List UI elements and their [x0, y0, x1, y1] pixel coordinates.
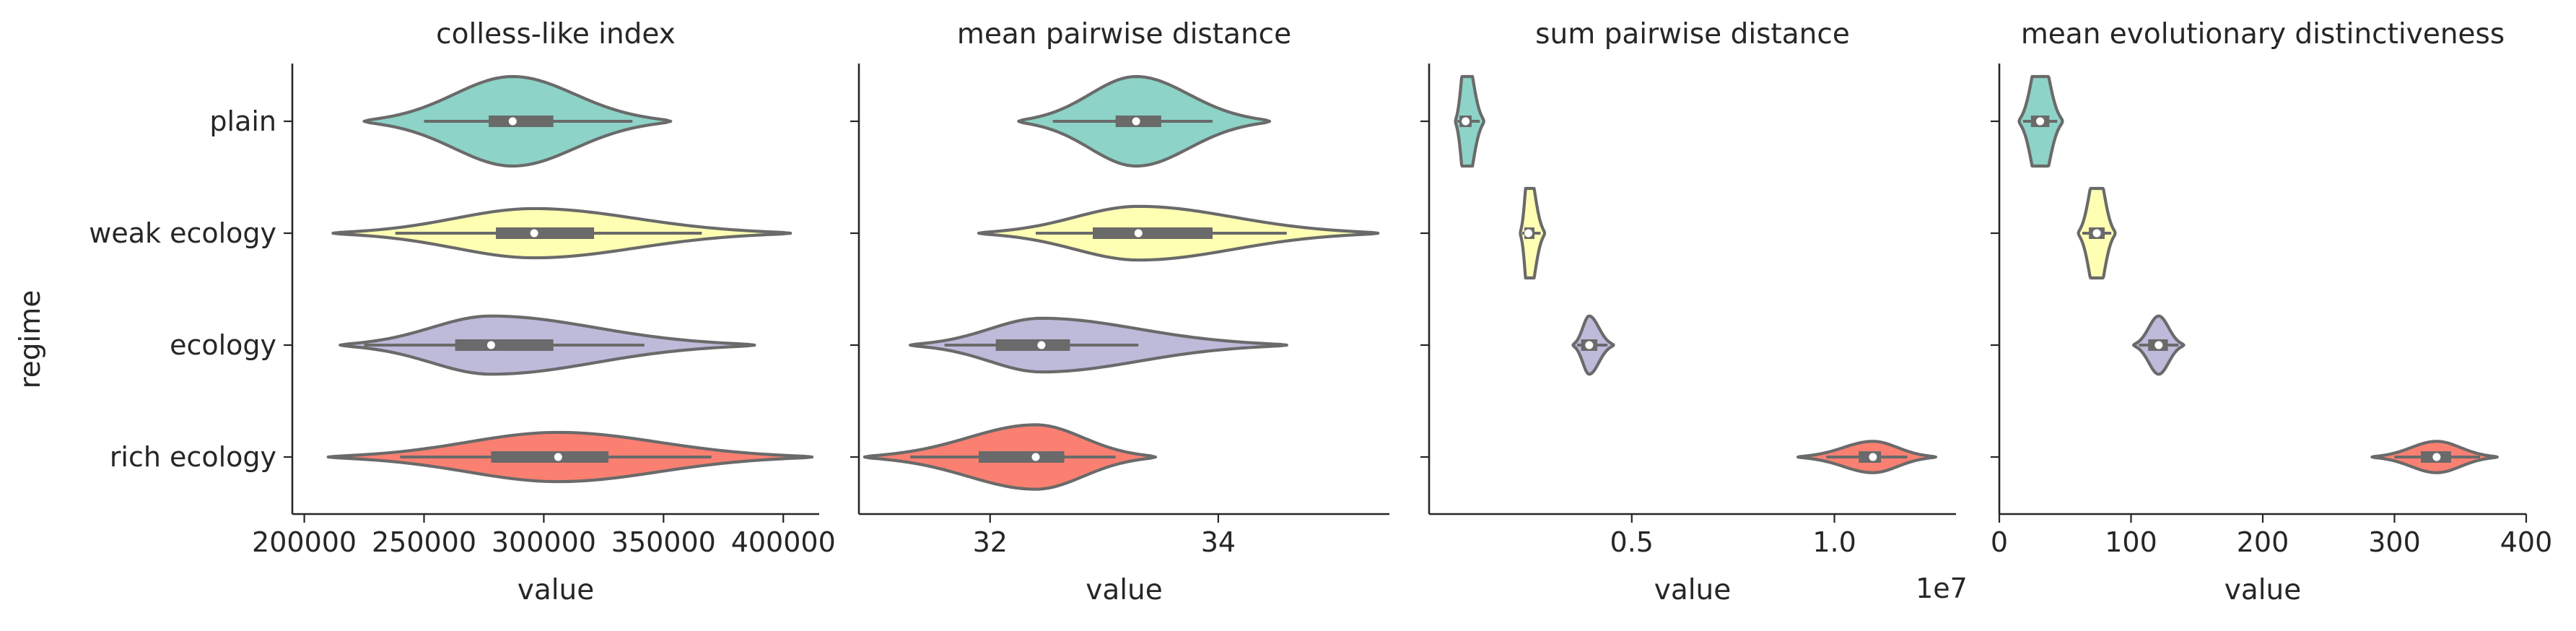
x-axis-label: value	[2224, 574, 2302, 606]
x-tick-label: 300	[2368, 526, 2421, 558]
panel-sum-pairwise-distance: sum pairwise distance 0.5 1.0 value 1e7	[1420, 18, 1968, 606]
panel-title: sum pairwise distance	[1535, 18, 1850, 51]
x-tick-label: 400000	[731, 526, 836, 558]
x-tick-label: 350000	[611, 526, 716, 558]
violin-median-dot	[2432, 453, 2441, 461]
violin-median-dot	[2092, 229, 2101, 238]
violin-iqr-box	[1093, 227, 1213, 239]
x-tick-label: 1.0	[1812, 526, 1856, 558]
x-tick-label: 34	[1201, 526, 1236, 558]
violin-rich-ecology	[1796, 440, 1938, 474]
x-tick-label: 200	[2237, 526, 2289, 558]
violin-median-dot	[1585, 341, 1594, 349]
y-tick-label-plain: plain	[209, 105, 276, 137]
x-tick-label: 0.5	[1610, 526, 1654, 558]
panels: colless-like index plain weak ecology ecolo…	[89, 18, 2552, 606]
x-tick-label: 0	[1991, 526, 2008, 558]
y-tick-label-ecology: ecology	[170, 329, 276, 361]
x-axis-label: value	[518, 574, 595, 606]
violin-weak-ecology	[331, 206, 793, 260]
violin-median-dot	[1462, 117, 1470, 126]
violin-ecology	[339, 314, 756, 376]
violin-median-dot	[2036, 117, 2045, 126]
violin-median-dot	[530, 229, 538, 238]
x-tick-label: 200000	[252, 526, 357, 558]
y-axis-label: regime	[14, 290, 47, 389]
x-tick-label: 400	[2500, 526, 2553, 558]
violin-median-dot	[1134, 229, 1143, 238]
violin-plain	[1454, 74, 1485, 168]
violin-median-dot	[508, 117, 517, 126]
violin-weak-ecology	[977, 204, 1380, 262]
x-axis-label: value	[1654, 574, 1732, 606]
violin-iqr-box	[978, 451, 1065, 463]
violin-iqr-box	[489, 116, 554, 127]
violin-median-dot	[1031, 453, 1040, 461]
violin-ecology	[2132, 314, 2186, 376]
y-tick-label-rich-ecology: rich ecology	[110, 441, 276, 473]
violin-iqr-box	[496, 227, 595, 239]
violin-median-dot	[486, 341, 495, 349]
violin-median-dot	[2154, 341, 2163, 349]
violin-ecology	[909, 316, 1288, 374]
violin-iqr-box	[455, 339, 554, 351]
panel-title: mean evolutionary distinctiveness	[2021, 18, 2505, 51]
violin-plain	[362, 74, 673, 168]
violin-plain	[2017, 74, 2064, 168]
violin-weak-ecology	[2077, 186, 2117, 280]
x-axis-label: value	[1086, 574, 1163, 606]
violin-weak-ecology	[1519, 186, 1547, 280]
panel-mean-pairwise-distance: mean pairwise distance 32 34 value	[850, 18, 1389, 606]
y-tick-label-weak-ecology: weak ecology	[89, 217, 276, 249]
panel-colless-like-index: colless-like index plain weak ecology ecolo…	[89, 18, 836, 606]
panel-title: mean pairwise distance	[957, 18, 1291, 51]
violin-median-dot	[554, 453, 562, 461]
x-tick-label: 100	[2105, 526, 2157, 558]
violin-ecology	[1571, 314, 1615, 376]
violin-iqr-box	[491, 451, 608, 463]
x-tick-label: 32	[973, 526, 1008, 558]
violin-iqr-box	[995, 339, 1070, 351]
x-tick-label: 250000	[372, 526, 476, 558]
violin-median-dot	[1132, 117, 1140, 126]
x-axis-offset-text: 1e7	[1916, 573, 1968, 604]
panel-mean-evolutionary-distinctiveness: mean evolutionary distinctiveness 0 100 200…	[1991, 18, 2552, 606]
violin-rich-ecology	[326, 430, 814, 484]
violin-median-dot	[1524, 229, 1533, 238]
violin-rich-ecology	[863, 423, 1158, 491]
violin-median-dot	[1869, 453, 1877, 461]
x-tick-label: 300000	[492, 526, 596, 558]
violin-rich-ecology	[2370, 440, 2499, 474]
violin-plain	[1017, 74, 1272, 168]
panel-title: colless-like index	[436, 18, 676, 51]
violin-median-dot	[1037, 341, 1046, 349]
ylabel-group: regime	[14, 290, 47, 389]
